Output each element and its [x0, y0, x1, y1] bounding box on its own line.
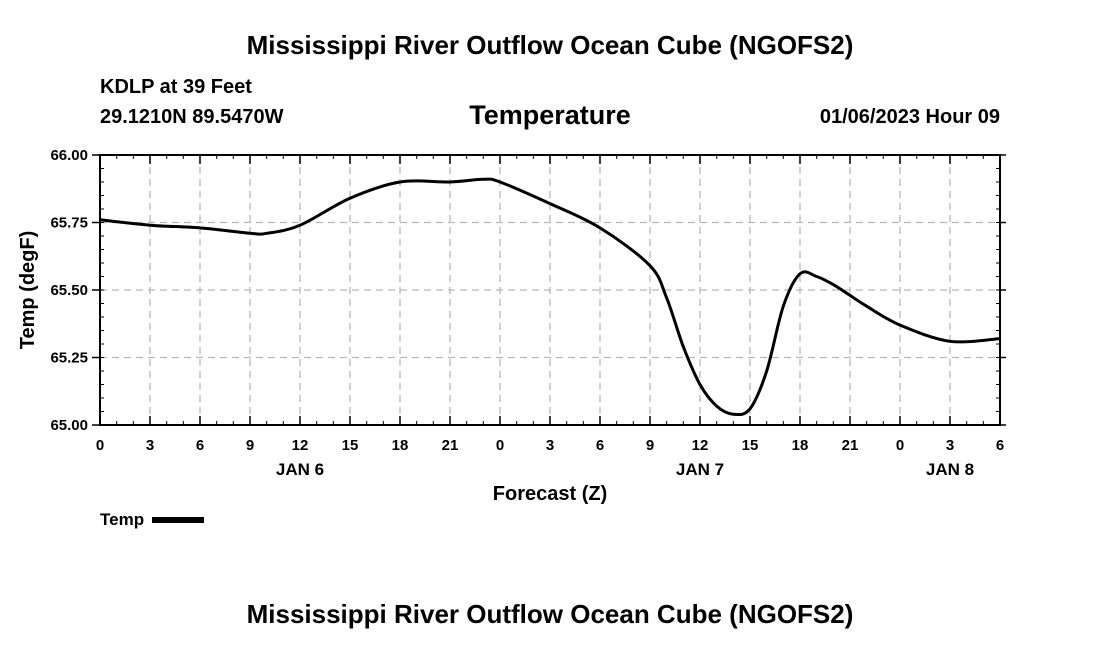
- plot-frame: [99, 154, 1001, 426]
- x-tick-label: 3: [546, 437, 554, 454]
- parameter-title: Temperature: [469, 100, 631, 130]
- temp-series-line: [99, 177, 1001, 417]
- x-axis-label: Forecast (Z): [493, 483, 607, 505]
- coordinates-label: 29.1210N 89.5470W: [100, 106, 284, 128]
- chart-title: Mississippi River Outflow Ocean Cube (NG…: [246, 30, 854, 60]
- chart-legend: Temp: [100, 510, 205, 530]
- x-tick-label: 9: [246, 437, 254, 454]
- chart-grid: [100, 155, 1000, 425]
- x-tick-label: 0: [496, 437, 504, 454]
- x-tick-label: 21: [442, 437, 459, 454]
- x-tick-labels: 0 3 6 9 12 15 18 21 0 3 6 9 12 15 18 21 0 3 6: [96, 437, 1004, 454]
- y-axis-label: Temp (degF): [17, 231, 39, 350]
- x-tick-label: 12: [292, 437, 309, 454]
- x-tick-label: 9: [646, 437, 654, 454]
- x-tick-label: 18: [792, 437, 809, 454]
- forecast-datetime: 01/06/2023 Hour 09: [819, 106, 1000, 128]
- x-tick-label: 6: [996, 437, 1004, 454]
- x-tick-label: 3: [146, 437, 154, 454]
- y-tick-label: 65.50: [50, 282, 88, 299]
- day-label: JAN 8: [926, 460, 974, 479]
- footer-title: Mississippi River Outflow Ocean Cube (NG…: [246, 599, 854, 629]
- x-tick-label: 15: [342, 437, 359, 454]
- legend-swatch-temp: [152, 517, 205, 523]
- x-tick-label: 6: [196, 437, 204, 454]
- y-tick-label: 65.75: [50, 215, 88, 232]
- x-tick-label: 6: [596, 437, 604, 454]
- legend-label-temp: Temp: [100, 510, 145, 529]
- station-label: KDLP at 39 Feet: [100, 76, 252, 98]
- y-tick-labels: 66.00 65.75 65.50 65.25 65.00: [50, 147, 88, 434]
- x-tick-label: 3: [946, 437, 954, 454]
- day-label: JAN 6: [276, 460, 324, 479]
- day-labels: JAN 6 JAN 7 JAN 8: [276, 460, 974, 479]
- x-tick-label: 12: [692, 437, 709, 454]
- x-tick-label: 0: [896, 437, 904, 454]
- day-label: JAN 7: [676, 460, 724, 479]
- x-tick-label: 15: [742, 437, 759, 454]
- x-tick-label: 0: [96, 437, 104, 454]
- x-tick-label: 21: [842, 437, 859, 454]
- x-tick-label: 18: [392, 437, 409, 454]
- y-tick-label: 65.25: [50, 350, 88, 367]
- y-tick-label: 66.00: [50, 147, 88, 164]
- y-tick-label: 65.00: [50, 417, 88, 434]
